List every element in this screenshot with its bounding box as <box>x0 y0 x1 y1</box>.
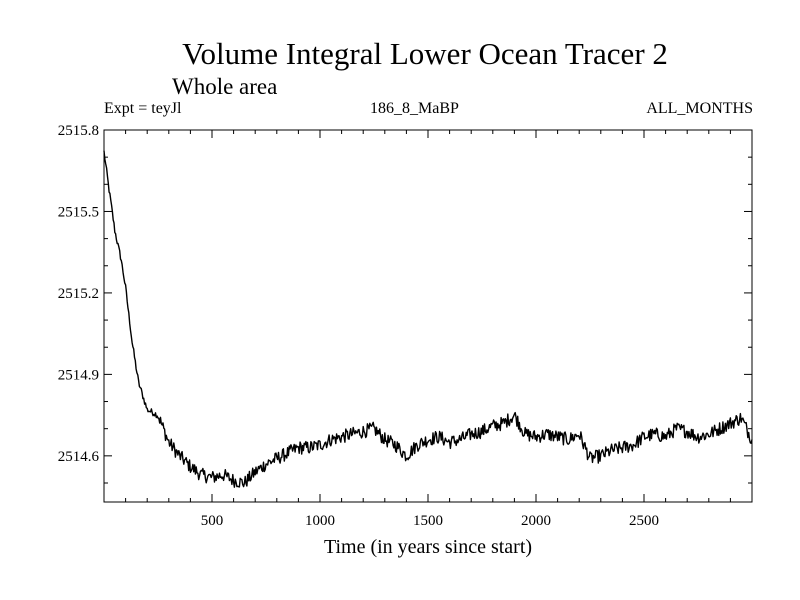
axis-tick-labels: 500 1000 1500 2000 2500 2514.6 2514.9 2515.2 251… <box>58 123 659 529</box>
y-tick-label: 2515.5 <box>58 204 99 220</box>
x-tick-label: 2500 <box>629 513 659 529</box>
axis-ticks <box>104 129 752 502</box>
x-tick-label: 1500 <box>413 513 443 529</box>
y-tick-label: 2514.9 <box>58 367 99 383</box>
x-tick-label: 500 <box>201 513 224 529</box>
chart-title: Volume Integral Lower Ocean Tracer 2 <box>182 36 668 71</box>
experiment-label: Expt = teyJl <box>104 100 182 117</box>
x-tick-label: 1000 <box>305 513 335 529</box>
x-axis-label: Time (in years since start) <box>323 536 533 558</box>
months-label: ALL_MONTHS <box>646 100 753 117</box>
series-line <box>103 150 753 488</box>
y-tick-label: 2515.8 <box>58 123 99 139</box>
y-tick-label: 2515.2 <box>58 286 99 302</box>
chart-subtitle: Whole area <box>172 74 278 99</box>
run-label: 186_8_MaBP <box>370 100 459 117</box>
y-tick-label: 2514.6 <box>58 449 100 465</box>
x-tick-label: 2000 <box>521 513 551 529</box>
plot-frame <box>103 129 753 503</box>
